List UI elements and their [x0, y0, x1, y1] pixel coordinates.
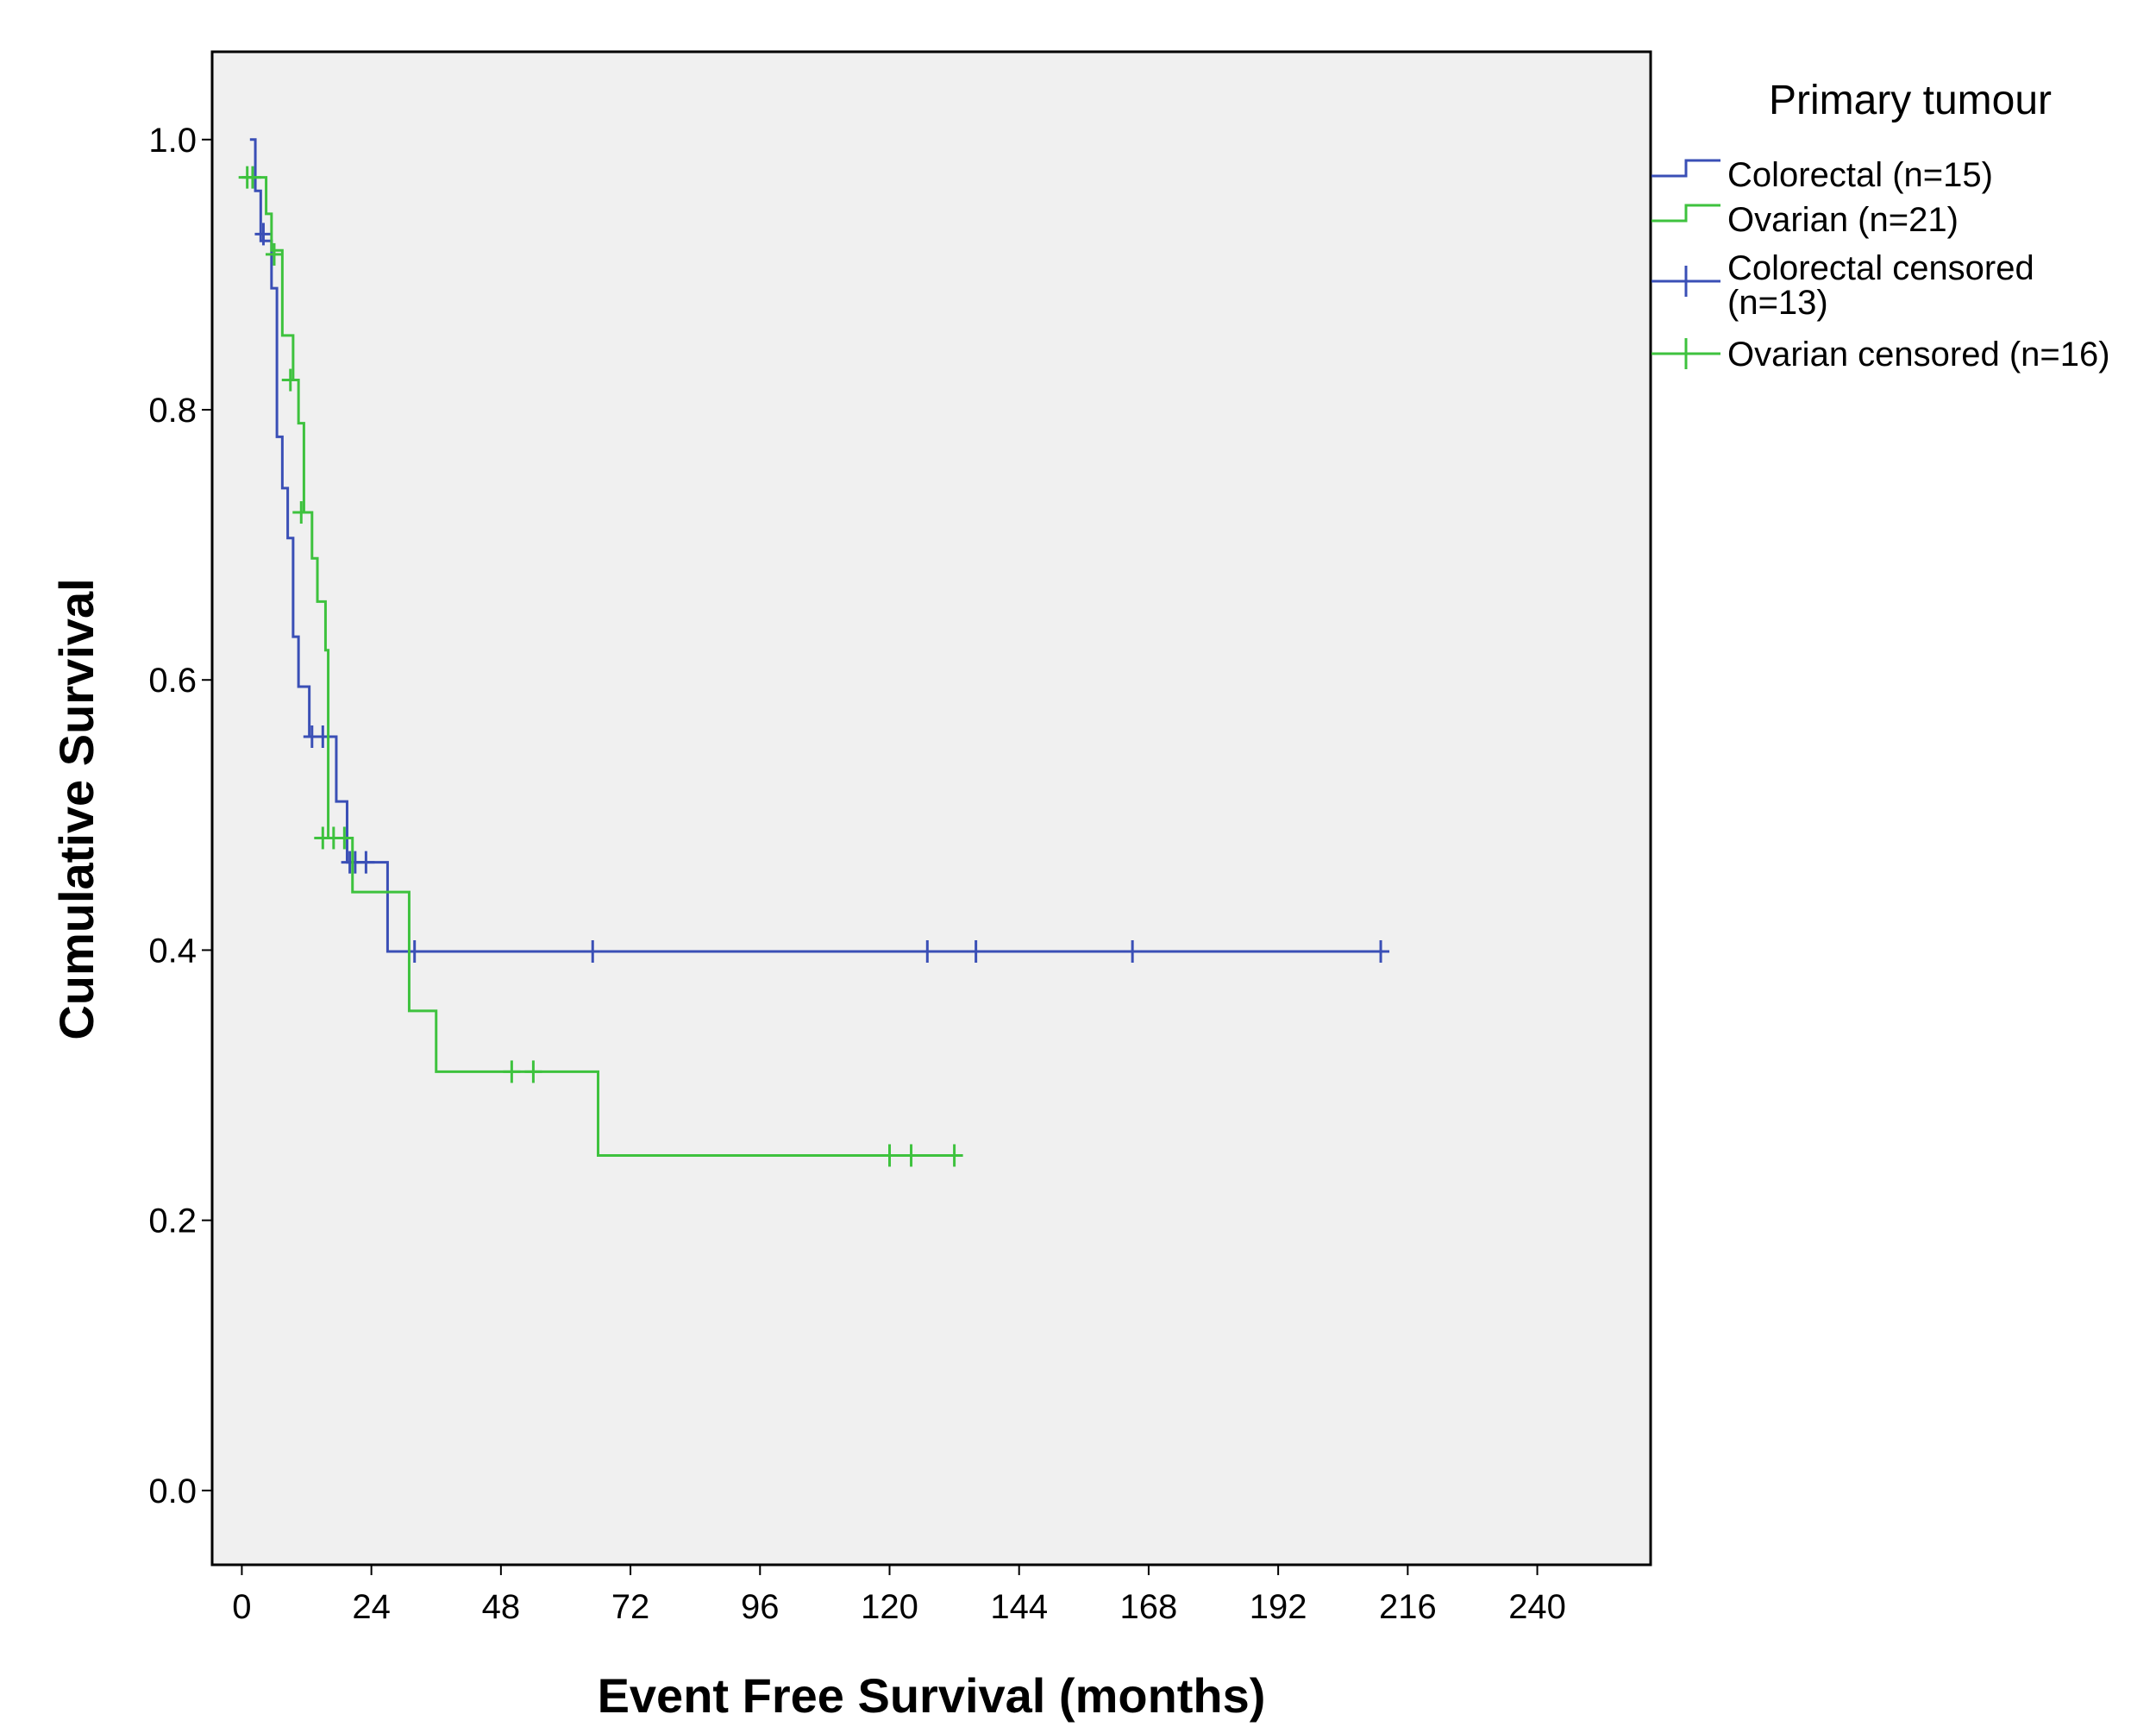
series-layer [238, 138, 1390, 1167]
legend-title: Primary tumour [1769, 78, 2052, 123]
y-tick-label: 0.8 [148, 392, 197, 430]
axis-layer: 0 24 48 72 96 120 144 168 192 216 240 0.0 0.2 0.4 0.6 0… [148, 122, 1566, 1626]
series-line-ovarian [241, 176, 960, 1157]
x-tick-label: 120 [861, 1588, 918, 1626]
legend: Primary tumour Colorectal (n=15) Ovarian … [1651, 78, 2110, 374]
legend-symbol-line [1651, 204, 1720, 223]
x-tick-label: 192 [1250, 1588, 1307, 1626]
legend-label: Ovarian (n=21) [1727, 201, 1959, 239]
x-tick-label: 48 [482, 1588, 521, 1626]
legend-symbol-line [1651, 159, 1720, 178]
legend-label: Colorectal censored [1727, 249, 2034, 287]
y-axis-title: Cumulative Survival [49, 578, 103, 1039]
x-tick-label: 72 [611, 1588, 650, 1626]
x-tick-label: 240 [1508, 1588, 1566, 1626]
x-axis-title: Event Free Survival (months) [598, 1668, 1266, 1723]
x-tick-label: 0 [232, 1588, 251, 1626]
legend-label: (n=13) [1727, 284, 1828, 322]
y-tick-label: 0.0 [148, 1472, 197, 1510]
x-tick-label: 216 [1379, 1588, 1437, 1626]
plot-area [210, 50, 1652, 1567]
x-tick-label: 96 [741, 1588, 780, 1626]
x-tick-label: 144 [990, 1588, 1048, 1626]
y-tick-label: 0.6 [148, 662, 197, 700]
y-tick-label: 0.2 [148, 1202, 197, 1240]
legend-label: Ovarian censored (n=16) [1727, 336, 2110, 374]
y-tick-label: 0.4 [148, 932, 197, 970]
x-tick-label: 168 [1120, 1588, 1178, 1626]
x-tick-label: 24 [352, 1588, 391, 1626]
legend-label: Colorectal (n=15) [1727, 156, 1993, 194]
y-tick-label: 1.0 [148, 122, 197, 160]
